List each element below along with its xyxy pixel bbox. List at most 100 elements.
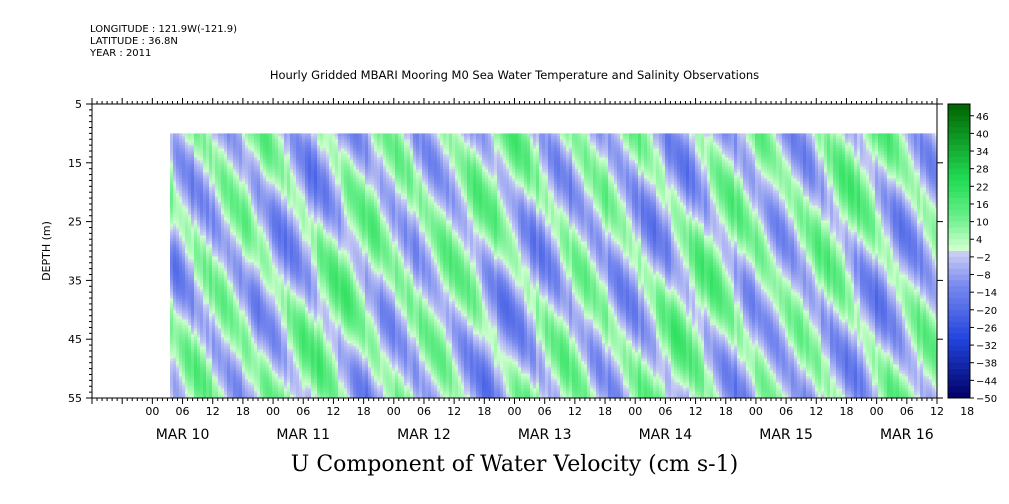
heatmap-cell xyxy=(332,289,335,292)
heatmap-cell xyxy=(236,355,239,358)
heatmap-cell xyxy=(293,271,296,274)
heatmap-cell xyxy=(260,280,263,283)
heatmap-cell xyxy=(206,166,209,169)
heatmap-cell xyxy=(251,382,254,385)
heatmap-cell xyxy=(329,322,332,325)
heatmap-cell xyxy=(335,319,338,322)
heatmap-cell xyxy=(317,313,320,316)
heatmap-cell xyxy=(230,157,233,160)
heatmap-cell xyxy=(203,223,206,226)
heatmap-cell xyxy=(299,217,302,220)
heatmap-cell xyxy=(320,298,323,301)
heatmap-cell xyxy=(257,355,260,358)
heatmap-cell xyxy=(293,391,296,394)
heatmap-cell xyxy=(218,154,221,157)
heatmap-cell xyxy=(185,217,188,220)
heatmap-cell xyxy=(332,205,335,208)
heatmap-cell xyxy=(314,358,317,361)
heatmap-cell xyxy=(224,265,227,268)
heatmap-cell xyxy=(254,280,257,283)
heatmap-cell xyxy=(212,337,215,340)
heatmap-cell xyxy=(275,190,278,193)
heatmap-cell xyxy=(320,325,323,328)
heatmap-cell xyxy=(323,307,326,310)
heatmap-cell xyxy=(287,241,290,244)
heatmap-cell xyxy=(272,193,275,196)
heatmap-cell xyxy=(314,229,317,232)
heatmap-cell xyxy=(236,145,239,148)
heatmap-cell xyxy=(314,184,317,187)
heatmap-cell xyxy=(269,166,272,169)
heatmap-cell xyxy=(194,352,197,355)
heatmap-cell xyxy=(191,241,194,244)
heatmap-cell xyxy=(251,379,254,382)
heatmap-cell xyxy=(317,220,320,223)
heatmap-cell xyxy=(224,163,227,166)
heatmap-cell xyxy=(194,280,197,283)
heatmap-cell xyxy=(248,325,251,328)
heatmap-cell xyxy=(233,214,236,217)
heatmap-cell xyxy=(209,151,212,154)
heatmap-cell xyxy=(314,208,317,211)
heatmap-cell xyxy=(269,142,272,145)
heatmap-cell xyxy=(194,271,197,274)
heatmap-cell xyxy=(329,304,332,307)
heatmap-cell xyxy=(296,274,299,277)
heatmap-cell xyxy=(179,229,182,232)
heatmap-cell xyxy=(242,277,245,280)
heatmap-cell xyxy=(200,241,203,244)
heatmap-cell xyxy=(215,388,218,391)
heatmap-cell xyxy=(311,220,314,223)
heatmap-cell xyxy=(200,208,203,211)
heatmap-cell xyxy=(245,382,248,385)
heatmap-cell xyxy=(176,388,179,391)
heatmap-cell xyxy=(269,379,272,382)
heatmap-cell xyxy=(287,202,290,205)
heatmap-cell xyxy=(302,136,305,139)
heatmap-cell xyxy=(173,310,176,313)
heatmap-cell xyxy=(194,313,197,316)
heatmap-cell xyxy=(215,379,218,382)
heatmap-cell xyxy=(215,241,218,244)
heatmap-cell xyxy=(203,232,206,235)
heatmap-cell xyxy=(308,340,311,343)
heatmap-cell xyxy=(248,238,251,241)
heatmap-cell xyxy=(200,322,203,325)
heatmap-cell xyxy=(203,280,206,283)
heatmap-cell xyxy=(203,364,206,367)
heatmap-cell xyxy=(263,169,266,172)
heatmap-cell xyxy=(224,367,227,370)
heatmap-cell xyxy=(290,322,293,325)
heatmap-cell xyxy=(284,238,287,241)
heatmap-cell xyxy=(326,151,329,154)
heatmap-cell xyxy=(185,379,188,382)
heatmap-cell xyxy=(206,313,209,316)
heatmap-cell xyxy=(179,259,182,262)
heatmap-cell xyxy=(221,373,224,376)
heatmap-cell xyxy=(242,160,245,163)
heatmap-cell xyxy=(224,157,227,160)
heatmap-cell xyxy=(329,235,332,238)
heatmap-cell xyxy=(236,379,239,382)
heatmap-cell xyxy=(272,235,275,238)
heatmap-cell xyxy=(191,376,194,379)
heatmap-cell xyxy=(302,178,305,181)
heatmap-cell xyxy=(302,292,305,295)
heatmap-cell xyxy=(281,310,284,313)
heatmap-cell xyxy=(296,385,299,388)
heatmap-cell xyxy=(233,235,236,238)
heatmap-cell xyxy=(197,259,200,262)
heatmap-cell xyxy=(173,247,176,250)
heatmap-cell xyxy=(227,364,230,367)
heatmap-cell xyxy=(251,280,254,283)
heatmap-cell xyxy=(200,256,203,259)
heatmap-cell xyxy=(248,163,251,166)
heatmap-cell xyxy=(200,382,203,385)
heatmap-cell xyxy=(275,229,278,232)
heatmap-cell xyxy=(224,361,227,364)
heatmap-cell xyxy=(287,250,290,253)
heatmap-cell xyxy=(248,199,251,202)
heatmap-cell xyxy=(320,295,323,298)
heatmap-cell xyxy=(254,289,257,292)
heatmap-cell xyxy=(266,208,269,211)
